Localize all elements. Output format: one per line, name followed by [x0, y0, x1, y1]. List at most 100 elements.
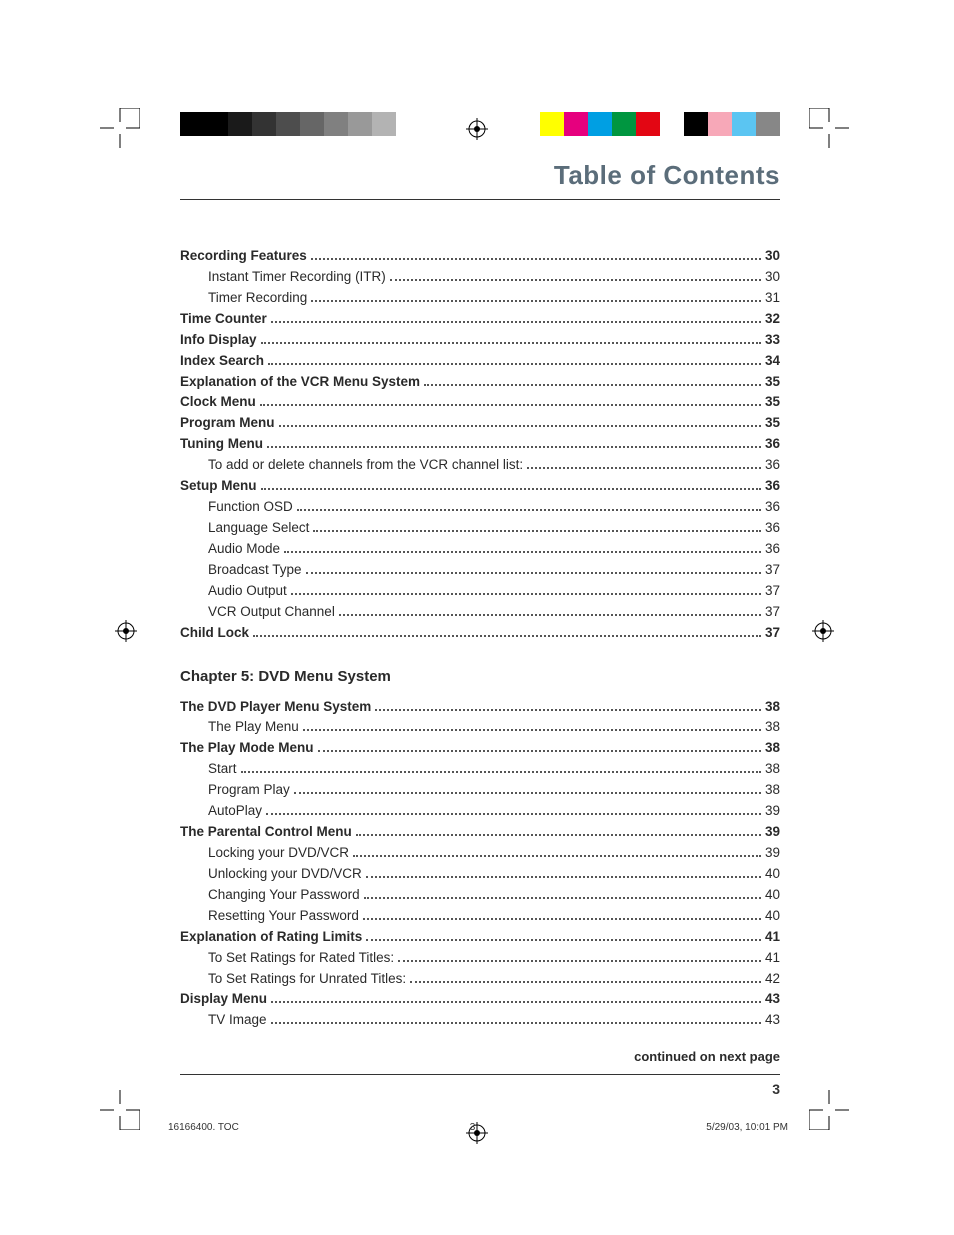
toc-entry-page: 35 [765, 392, 780, 413]
toc-entry-label: TV Image [208, 1010, 267, 1031]
toc-leader-dots [364, 897, 761, 899]
color-swatch [348, 112, 372, 136]
color-swatch [252, 112, 276, 136]
toc-leader-dots [279, 425, 761, 427]
toc-entry-label: Locking your DVD/VCR [208, 843, 349, 864]
toc-entry: Language Select 36 [180, 518, 780, 539]
print-footer-right: 5/29/03, 10:01 PM [706, 1122, 788, 1133]
page-title: Table of Contents [180, 160, 780, 200]
crop-mark-bottom-right [809, 1090, 849, 1130]
toc-leader-dots [363, 918, 761, 920]
toc-entry-page: 40 [765, 885, 780, 906]
toc-entry-label: Changing Your Password [208, 885, 360, 906]
toc-entry-label: Explanation of Rating Limits [180, 927, 362, 948]
toc-entry: Info Display 33 [180, 330, 780, 351]
page-number: 3 [180, 1081, 780, 1097]
chapter-heading: Chapter 5: DVD Menu System [180, 668, 780, 685]
toc-leader-dots [311, 258, 761, 260]
toc-entry: Clock Menu 35 [180, 392, 780, 413]
continued-label: continued on next page [180, 1049, 780, 1064]
toc-leader-dots [313, 530, 761, 532]
toc-entry-page: 39 [765, 801, 780, 822]
toc-entry-page: 38 [765, 697, 780, 718]
toc-leader-dots [366, 939, 761, 941]
color-swatch [300, 112, 324, 136]
toc-entry-label: Tuning Menu [180, 434, 263, 455]
toc-entry-page: 38 [765, 717, 780, 738]
toc-entry: To add or delete channels from the VCR c… [180, 455, 780, 476]
color-swatch [540, 112, 564, 136]
toc-entry-page: 40 [765, 864, 780, 885]
toc-entry: Recording Features30 [180, 246, 780, 267]
toc-entry-label: To Set Ratings for Unrated Titles: [208, 969, 406, 990]
toc-entry-page: 43 [765, 1010, 780, 1031]
toc-entry: VCR Output Channel37 [180, 602, 780, 623]
color-swatch [228, 112, 252, 136]
toc-leader-dots [266, 813, 761, 815]
colorbar-grayscale [180, 112, 420, 136]
print-footer-left: 16166400. TOC [168, 1122, 239, 1133]
toc-leader-dots [253, 635, 761, 637]
color-swatch [180, 112, 204, 136]
toc-entry: AutoPlay 39 [180, 801, 780, 822]
color-swatch [204, 112, 228, 136]
toc-leader-dots [390, 279, 761, 281]
toc-entry-label: AutoPlay [208, 801, 262, 822]
toc-leader-dots [271, 1022, 761, 1024]
toc-entry: The DVD Player Menu System38 [180, 697, 780, 718]
toc-entry-label: Display Menu [180, 989, 267, 1010]
color-swatch [612, 112, 636, 136]
toc-entry-page: 39 [765, 822, 780, 843]
toc-leader-dots [311, 300, 761, 302]
toc-section-1: Recording Features30Instant Timer Record… [180, 246, 780, 644]
toc-entry-label: Clock Menu [180, 392, 256, 413]
toc-entry-label: Time Counter [180, 309, 267, 330]
toc-leader-dots [297, 509, 761, 511]
toc-entry: Program Menu35 [180, 413, 780, 434]
toc-entry-page: 36 [765, 476, 780, 497]
toc-leader-dots [261, 488, 761, 490]
toc-entry-label: Start [208, 759, 237, 780]
toc-leader-dots [353, 855, 761, 857]
color-swatch [684, 112, 708, 136]
toc-leader-dots [424, 384, 761, 386]
toc-entry-label: Timer Recording [208, 288, 307, 309]
toc-entry: Locking your DVD/VCR39 [180, 843, 780, 864]
toc-entry-label: Language Select [208, 518, 309, 539]
color-swatch [588, 112, 612, 136]
toc-entry-page: 40 [765, 906, 780, 927]
footer-rule [180, 1074, 780, 1075]
toc-entry-label: Setup Menu [180, 476, 257, 497]
toc-leader-dots [375, 709, 761, 711]
toc-entry-label: To add or delete channels from the VCR c… [208, 455, 523, 476]
toc-leader-dots [241, 771, 761, 773]
toc-entry-label: Program Menu [180, 413, 275, 434]
color-swatch [708, 112, 732, 136]
toc-entry-label: Audio Mode [208, 539, 280, 560]
toc-entry-label: Info Display [180, 330, 257, 351]
toc-leader-dots [267, 446, 761, 448]
toc-entry-page: 33 [765, 330, 780, 351]
color-swatch [324, 112, 348, 136]
toc-entry: Unlocking your DVD/VCR40 [180, 864, 780, 885]
color-swatch [276, 112, 300, 136]
toc-entry: Broadcast Type37 [180, 560, 780, 581]
toc-entry-page: 43 [765, 989, 780, 1010]
toc-entry: Setup Menu 36 [180, 476, 780, 497]
registration-mark-left [115, 620, 137, 642]
toc-section-2: The DVD Player Menu System38The Play Men… [180, 697, 780, 1032]
toc-entry: Start38 [180, 759, 780, 780]
toc-entry-label: Recording Features [180, 246, 307, 267]
toc-entry-page: 36 [765, 434, 780, 455]
toc-entry-label: Audio Output [208, 581, 287, 602]
toc-entry-page: 36 [765, 455, 780, 476]
print-footer-center: 3 [470, 1122, 476, 1133]
toc-entry: TV Image 43 [180, 1010, 780, 1031]
toc-leader-dots [268, 363, 761, 365]
toc-entry: Instant Timer Recording (ITR)30 [180, 267, 780, 288]
color-swatch [372, 112, 396, 136]
toc-entry: Time Counter32 [180, 309, 780, 330]
toc-leader-dots [294, 792, 761, 794]
toc-entry-page: 36 [765, 518, 780, 539]
toc-leader-dots [271, 321, 761, 323]
